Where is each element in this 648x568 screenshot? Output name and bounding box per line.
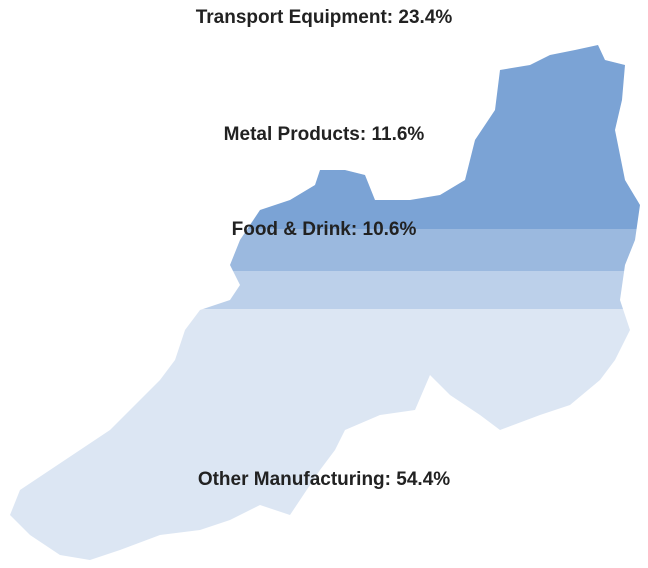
band <box>10 271 640 309</box>
category-label: Food & Drink <box>232 219 352 240</box>
band-label: Transport Equipment: 23.4% <box>196 7 453 28</box>
value-label: 11.6% <box>371 124 424 145</box>
value-label: 10.6% <box>363 219 417 240</box>
category-label: Other Manufacturing <box>198 469 385 490</box>
category-label: Metal Products <box>224 124 360 145</box>
band-label: Food & Drink: 10.6% <box>232 219 417 240</box>
band <box>10 309 640 560</box>
value-label: 54.4% <box>396 469 450 490</box>
category-label: Transport Equipment <box>196 7 388 28</box>
value-label: 23.4% <box>398 7 452 28</box>
band-label: Metal Products: 11.6% <box>224 124 425 145</box>
band-label: Other Manufacturing: 54.4% <box>198 469 450 490</box>
